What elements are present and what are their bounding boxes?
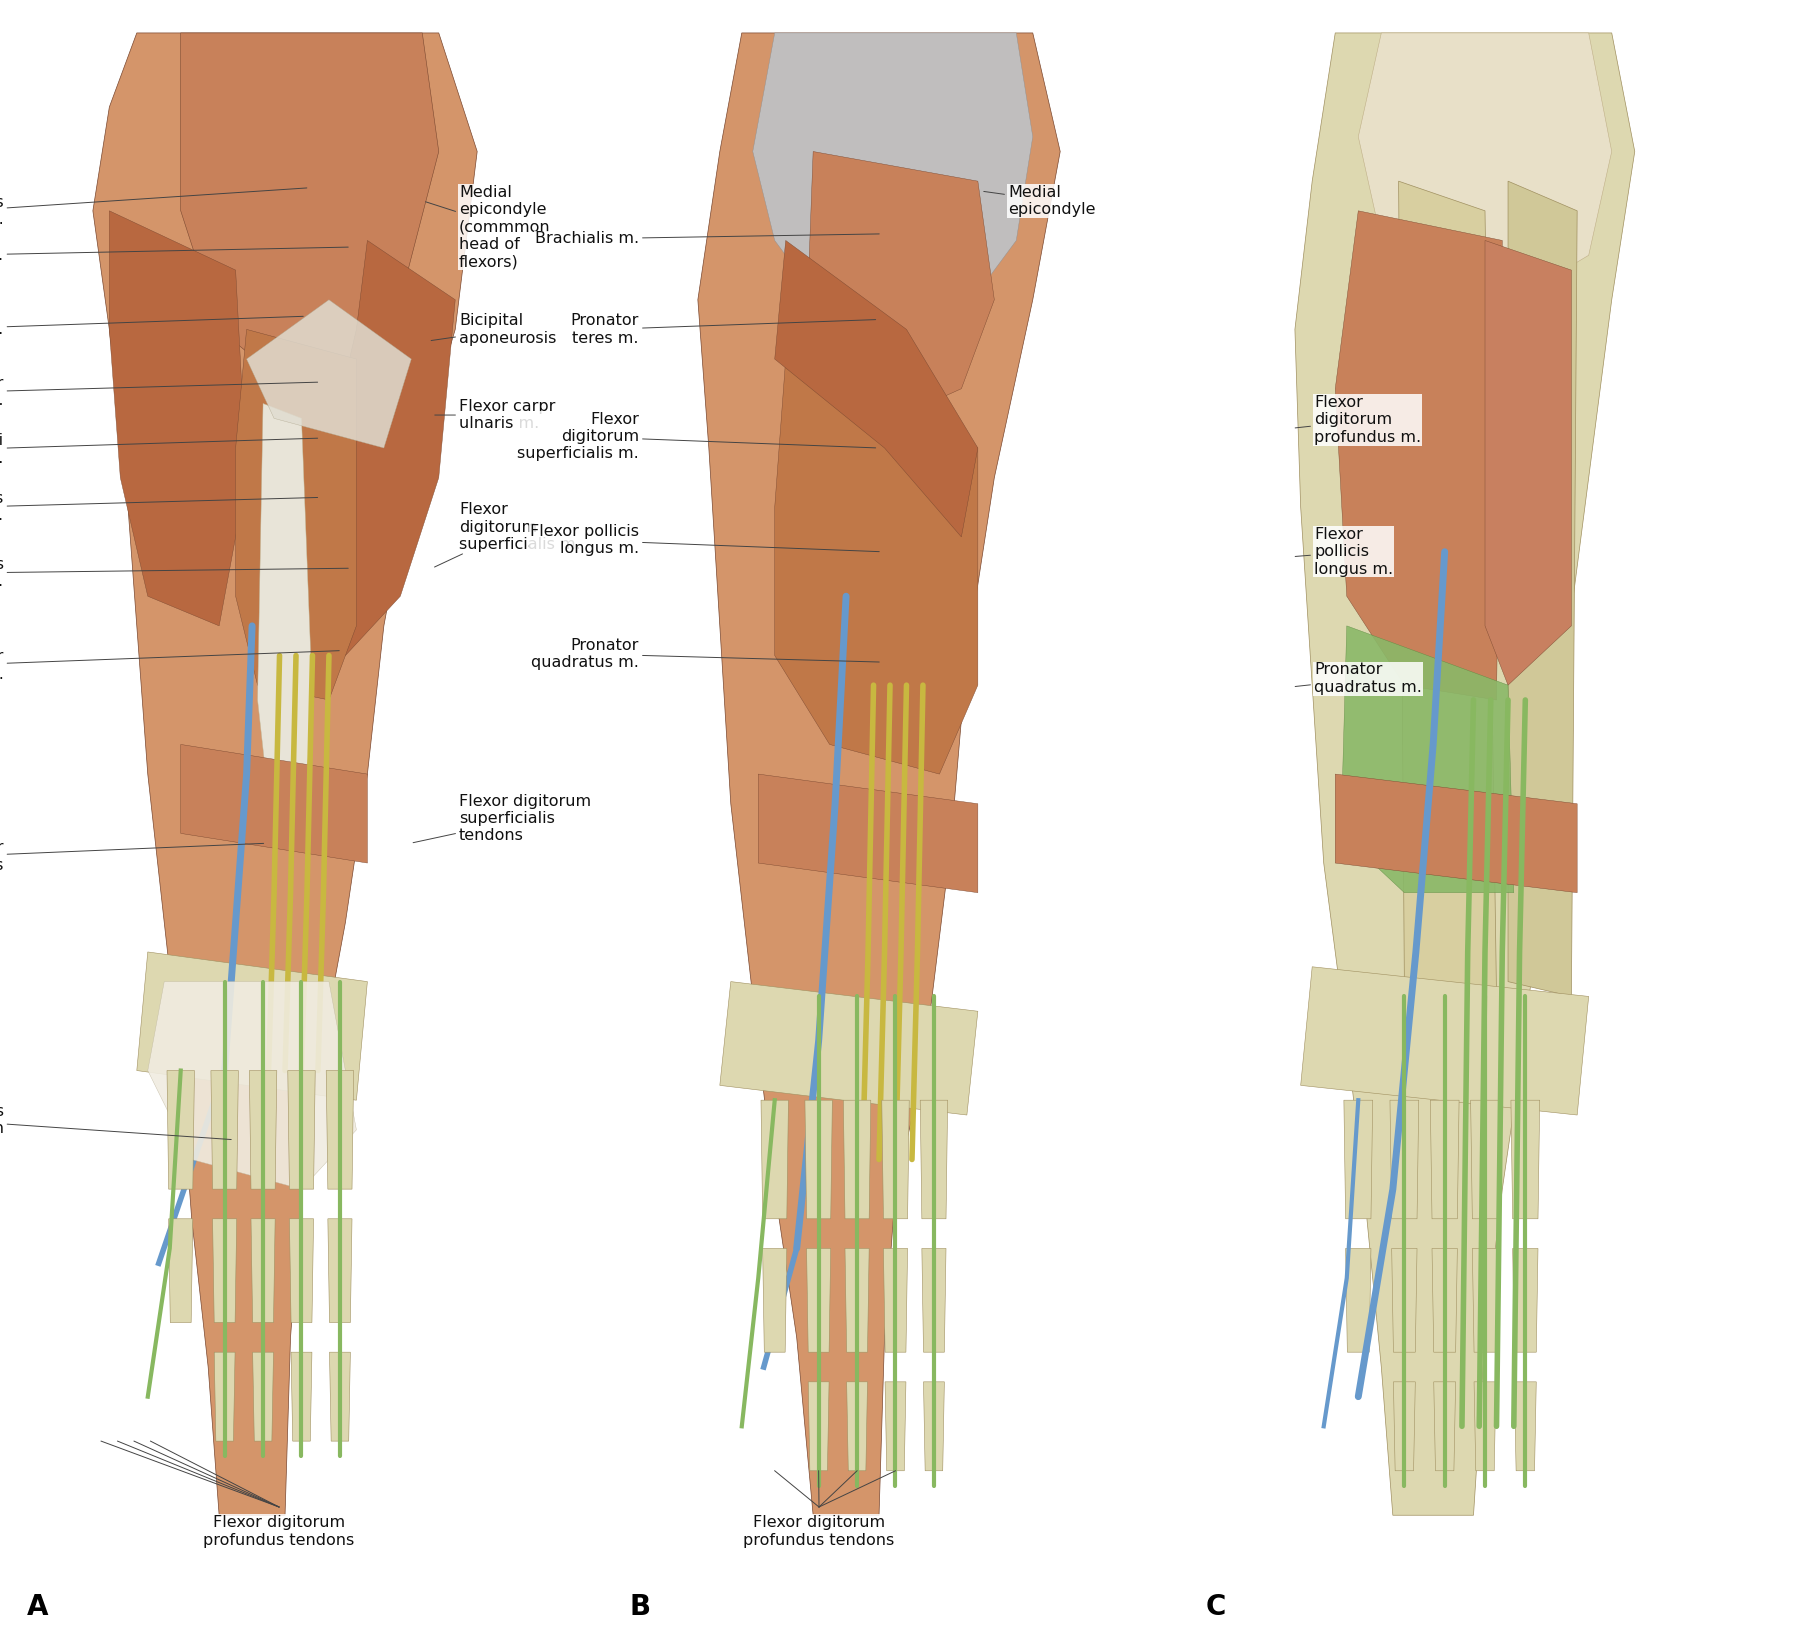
Text: Flexor carpi
radialis m.: Flexor carpi radialis m. (0, 433, 317, 466)
Polygon shape (808, 1382, 830, 1471)
Text: Pronator
quadratus m.: Pronator quadratus m. (0, 649, 338, 682)
Polygon shape (1510, 1100, 1539, 1219)
Polygon shape (328, 1219, 353, 1323)
Polygon shape (774, 240, 977, 537)
Polygon shape (1301, 967, 1589, 1115)
Polygon shape (1399, 181, 1496, 996)
Polygon shape (1393, 1382, 1415, 1471)
Text: Palmar
aponeurosis: Palmar aponeurosis (0, 840, 263, 873)
Polygon shape (257, 404, 313, 848)
Polygon shape (290, 1219, 313, 1323)
Polygon shape (774, 359, 977, 774)
Polygon shape (329, 1352, 351, 1441)
Polygon shape (720, 982, 977, 1115)
Text: Flexor carpr
ulnaris m.: Flexor carpr ulnaris m. (436, 399, 556, 432)
Text: Flexor
pollicis
longus m.: Flexor pollicis longus m. (1296, 527, 1393, 576)
Polygon shape (1336, 774, 1577, 893)
Polygon shape (1472, 1248, 1498, 1352)
Text: C: C (1206, 1593, 1226, 1622)
Polygon shape (1485, 240, 1571, 685)
Polygon shape (110, 211, 247, 626)
Polygon shape (882, 1100, 909, 1219)
Text: Flexor pollicis
longus m.: Flexor pollicis longus m. (0, 557, 347, 590)
Polygon shape (94, 33, 477, 1515)
Text: Brachialis m.: Brachialis m. (535, 231, 878, 247)
Polygon shape (1508, 181, 1577, 996)
Polygon shape (211, 1071, 238, 1189)
Polygon shape (1294, 33, 1634, 1515)
Polygon shape (844, 1248, 869, 1352)
Polygon shape (1512, 1248, 1537, 1352)
Polygon shape (752, 33, 1033, 329)
Polygon shape (844, 1100, 871, 1219)
Polygon shape (292, 1352, 311, 1441)
Polygon shape (180, 33, 439, 389)
Polygon shape (250, 1071, 277, 1189)
Polygon shape (808, 152, 994, 418)
Text: Pronator
quadratus m.: Pronator quadratus m. (531, 637, 878, 670)
Polygon shape (758, 774, 977, 893)
Polygon shape (288, 1071, 315, 1189)
Polygon shape (805, 1100, 832, 1219)
Text: Pronator
quadratus m.: Pronator quadratus m. (1296, 662, 1422, 695)
Polygon shape (923, 1382, 945, 1471)
Polygon shape (698, 33, 1060, 1515)
Polygon shape (236, 329, 356, 700)
Polygon shape (169, 1219, 193, 1323)
Polygon shape (326, 1071, 353, 1189)
Polygon shape (1431, 1100, 1460, 1219)
Polygon shape (884, 1248, 907, 1352)
Polygon shape (1345, 1100, 1373, 1219)
Polygon shape (886, 1382, 905, 1471)
Text: Flexor
digitorum
superficialis m.: Flexor digitorum superficialis m. (434, 502, 581, 567)
Text: Flexor digitorum
profundus tendons: Flexor digitorum profundus tendons (203, 1515, 355, 1548)
Polygon shape (761, 1100, 788, 1219)
Text: Bicipital
aponeurosis: Bicipital aponeurosis (432, 313, 556, 346)
Polygon shape (212, 1219, 238, 1323)
Polygon shape (247, 300, 410, 448)
Polygon shape (763, 1248, 787, 1352)
Text: Pronator
teres m.: Pronator teres m. (571, 313, 875, 346)
Text: Flexor digitorum
profundus tendons: Flexor digitorum profundus tendons (743, 1515, 895, 1548)
Polygon shape (1336, 211, 1503, 700)
Polygon shape (1471, 1100, 1499, 1219)
Polygon shape (252, 1352, 274, 1441)
Text: Medial
epicondyle: Medial epicondyle (985, 184, 1096, 217)
Text: Brachialis m.: Brachialis m. (0, 247, 347, 264)
Polygon shape (1435, 1382, 1456, 1471)
Text: Biceps
brachii m.: Biceps brachii m. (0, 188, 306, 227)
Text: Medial
epicondyle
(commmon
head of
flexors): Medial epicondyle (commmon head of flexo… (425, 184, 551, 270)
Text: Flexor pollicis
longus tendon: Flexor pollicis longus tendon (0, 1103, 230, 1140)
Polygon shape (313, 240, 455, 656)
Polygon shape (137, 952, 367, 1100)
Polygon shape (1433, 1248, 1458, 1352)
Text: Flexor digitorum
superficialis
tendons: Flexor digitorum superficialis tendons (414, 794, 590, 843)
Text: Brachioradialis m.: Brachioradialis m. (0, 316, 302, 338)
Polygon shape (1514, 1382, 1535, 1471)
Text: Pronator
teres m.: Pronator teres m. (0, 376, 317, 408)
Polygon shape (922, 1248, 947, 1352)
Polygon shape (1390, 1100, 1418, 1219)
Text: Flexor
digitorum
profundus m.: Flexor digitorum profundus m. (1296, 395, 1422, 445)
Text: A: A (27, 1593, 49, 1622)
Polygon shape (846, 1382, 868, 1471)
Polygon shape (1391, 1248, 1417, 1352)
Polygon shape (1359, 33, 1611, 300)
Polygon shape (148, 982, 356, 1189)
Polygon shape (167, 1071, 194, 1189)
Text: Flexor pollicis
longus m.: Flexor pollicis longus m. (529, 524, 878, 557)
Polygon shape (1474, 1382, 1496, 1471)
Polygon shape (1346, 1248, 1372, 1352)
Polygon shape (250, 1219, 275, 1323)
Polygon shape (180, 744, 367, 863)
Text: B: B (630, 1593, 652, 1622)
Polygon shape (1341, 626, 1514, 893)
Polygon shape (920, 1100, 947, 1219)
Text: Palmaris
longus m.: Palmaris longus m. (0, 491, 317, 524)
Text: Flexor
digitorum
superficialis m.: Flexor digitorum superficialis m. (517, 412, 875, 461)
Polygon shape (806, 1248, 832, 1352)
Polygon shape (214, 1352, 236, 1441)
